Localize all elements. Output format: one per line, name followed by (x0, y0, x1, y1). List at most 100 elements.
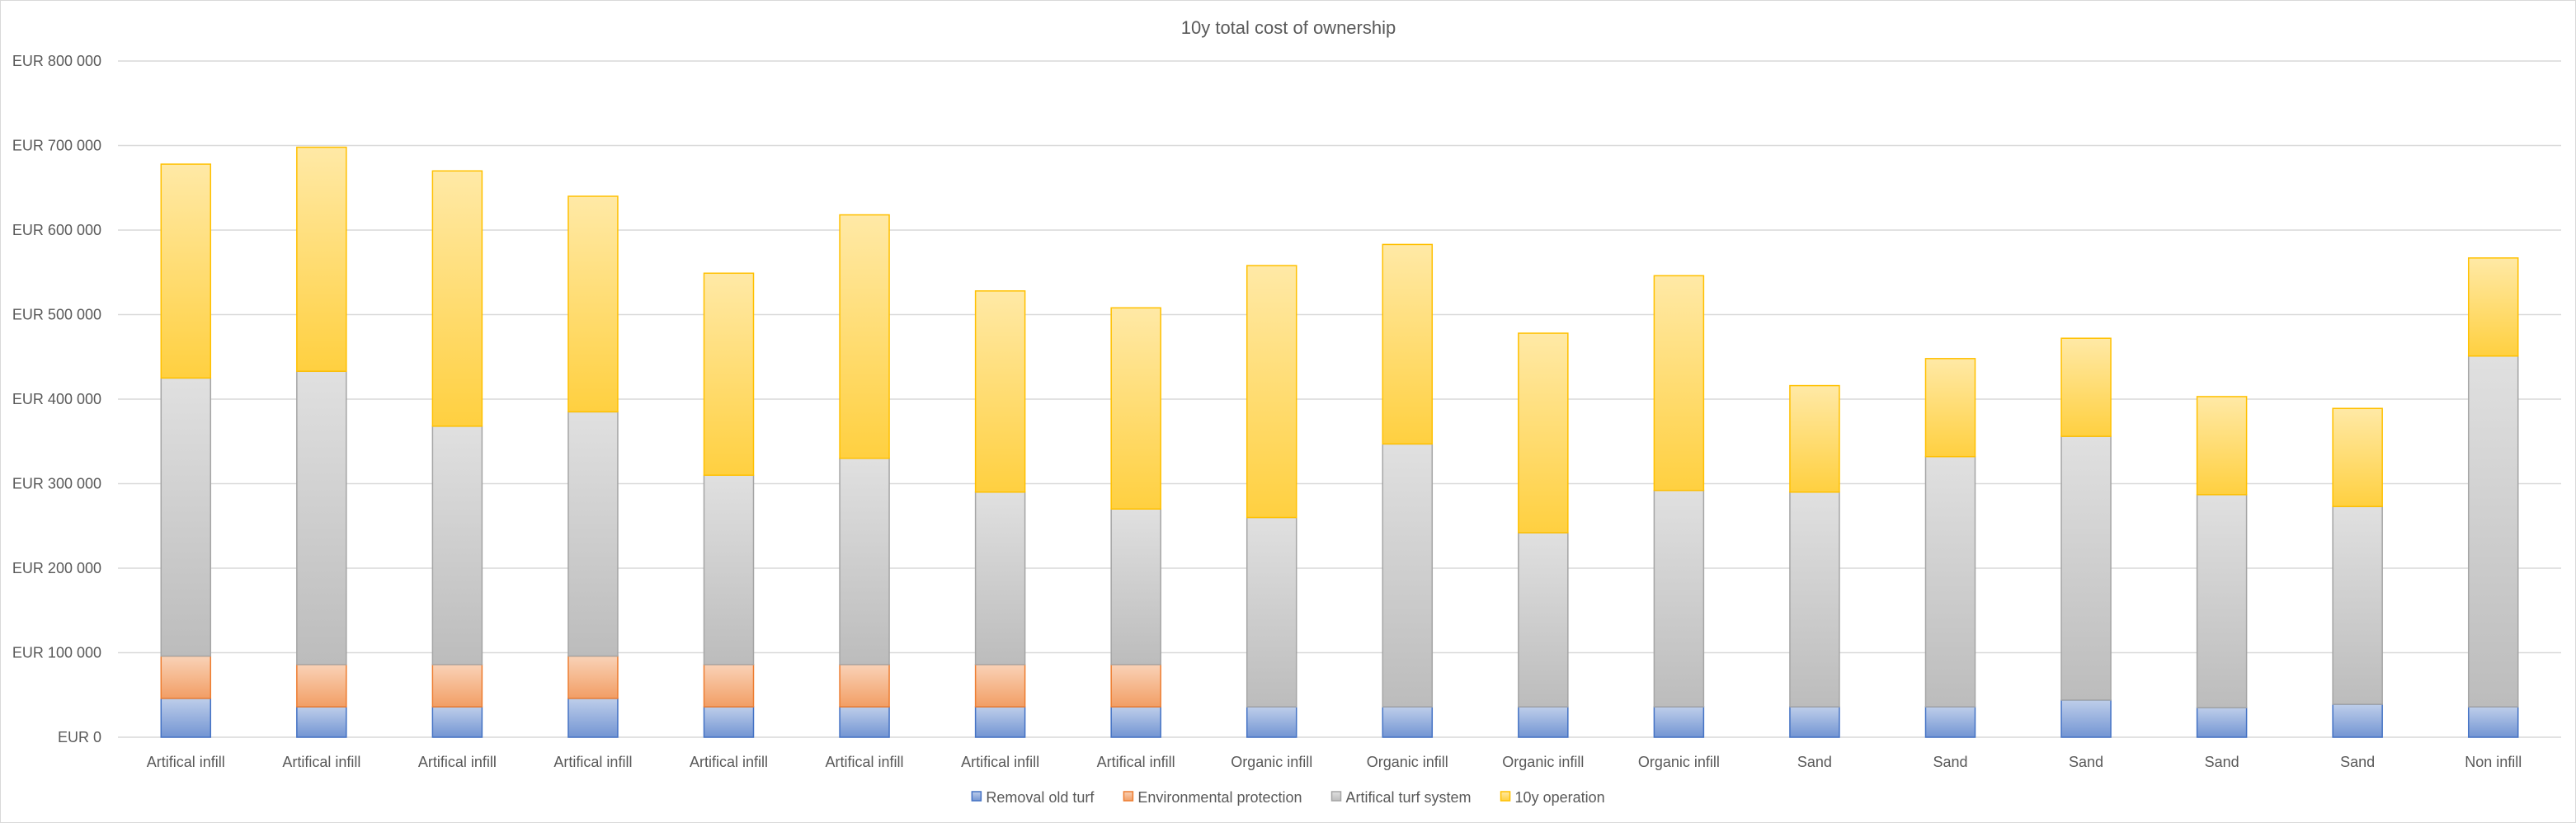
x-tick-label: Artifical infill (1097, 754, 1175, 770)
x-tick-label: Artifical infill (961, 754, 1039, 770)
bar-segment-artifical-turf-system (1653, 489, 1705, 708)
legend-label: Removal old turf (986, 789, 1095, 806)
bar-segment-10y-operation (1110, 307, 1161, 510)
bar-segment-10y-operation (1789, 384, 1840, 493)
bar-segment-10y-operation (1924, 358, 1976, 458)
bar-stack (703, 272, 755, 738)
bar-segment-artifical-turf-system (160, 377, 212, 657)
x-tick-label: Artifical infill (826, 754, 904, 770)
bar-segment-10y-operation (2467, 257, 2519, 357)
bar-segment-artifical-turf-system (2060, 435, 2112, 701)
bar-stack (2196, 396, 2248, 738)
bar-segment-removal-old-turf (2196, 707, 2248, 738)
bar-segment-10y-operation (839, 214, 890, 459)
legend-swatch (971, 791, 982, 802)
bar-segment-removal-old-turf (2467, 706, 2519, 738)
bar-segment-10y-operation (2196, 396, 2248, 496)
bar-segment-10y-operation (567, 195, 619, 413)
legend-label: Environmental protection (1137, 789, 1302, 806)
bar-segment-removal-old-turf (1110, 706, 1161, 738)
bar-stack (1246, 265, 1297, 738)
bar-stack (1653, 275, 1705, 738)
x-tick-label: Organic infill (1502, 754, 1584, 770)
y-tick-label: EUR 800 000 (12, 53, 101, 69)
y-tick-label: EUR 500 000 (12, 307, 101, 323)
bar-stack (431, 170, 483, 738)
bar-segment-artifical-turf-system (567, 411, 619, 657)
bar-stack (2332, 407, 2383, 738)
x-tick-label: Artifical infill (553, 754, 632, 770)
bar-stack (974, 290, 1026, 738)
bar-segment-10y-operation (1518, 332, 1569, 534)
legend-swatch (1123, 791, 1134, 802)
x-tick-label: Artifical infill (690, 754, 768, 770)
bar-segment-removal-old-turf (839, 706, 890, 738)
bar-segment-artifical-turf-system (2196, 494, 2248, 708)
bar-segment-10y-operation (2060, 337, 2112, 437)
bar-segment-environmental-protection (160, 655, 212, 699)
legend: Removal old turf Environmental protection… (971, 789, 1605, 806)
bar-segment-10y-operation (703, 272, 755, 476)
x-tick-label: Artifical infill (418, 754, 497, 770)
bar-stack (1110, 307, 1161, 738)
y-tick-label: EUR 700 000 (12, 138, 101, 154)
bar-segment-10y-operation (2332, 407, 2383, 507)
bar-segment-10y-operation (296, 146, 347, 372)
bar-segment-10y-operation (160, 163, 212, 379)
bar-segment-removal-old-turf (974, 706, 1026, 738)
bar-segment-artifical-turf-system (1246, 516, 1297, 708)
bar-segment-artifical-turf-system (2467, 355, 2519, 708)
y-tick-label: EUR 0 (58, 729, 101, 745)
bar-segment-removal-old-turf (1653, 706, 1705, 738)
y-tick-label: EUR 400 000 (12, 391, 101, 407)
bar-stack (2060, 337, 2112, 738)
bar-segment-artifical-turf-system (1518, 532, 1569, 708)
bar-stack (1924, 358, 1976, 738)
gridlines (118, 60, 2561, 738)
bar-segment-artifical-turf-system (296, 370, 347, 665)
x-tick-label: Sand (2069, 754, 2103, 770)
bar-stack (839, 214, 890, 738)
bar-segment-removal-old-turf (1518, 706, 1569, 738)
bar-segment-environmental-protection (431, 664, 483, 708)
x-tick-label: Sand (2205, 754, 2239, 770)
y-tick-label: EUR 100 000 (12, 645, 101, 661)
bar-stack (296, 146, 347, 738)
bar-segment-10y-operation (974, 290, 1026, 493)
bar-stack (1382, 243, 1434, 738)
bar-segment-removal-old-turf (431, 706, 483, 738)
bar-segment-artifical-turf-system (1789, 491, 1840, 708)
bar-segment-removal-old-turf (160, 698, 212, 738)
bar-segment-artifical-turf-system (839, 458, 890, 665)
x-tick-label: Sand (1797, 754, 1832, 770)
legend-label: 10y operation (1515, 789, 1605, 806)
bar-segment-10y-operation (1653, 275, 1705, 491)
bar-segment-environmental-protection (296, 664, 347, 708)
legend-swatch (1330, 791, 1342, 802)
bar-stack (2467, 257, 2519, 738)
bar-segment-artifical-turf-system (2332, 506, 2383, 705)
bar-segment-10y-operation (1382, 243, 1434, 445)
bar-segment-environmental-protection (567, 655, 619, 699)
bar-stack (160, 163, 212, 738)
legend-label: Artifical turf system (1346, 789, 1472, 806)
bar-segment-removal-old-turf (1924, 706, 1976, 738)
bar-segment-removal-old-turf (567, 698, 619, 738)
x-axis-tick-labels: Artifical infill Artifical infill Artifica… (147, 754, 2522, 770)
bar-segment-removal-old-turf (1246, 706, 1297, 738)
chart-title: 10y total cost of ownership (1181, 17, 1396, 38)
bar-stack (567, 195, 619, 738)
bar-segment-artifical-turf-system (1382, 443, 1434, 708)
bar-segment-environmental-protection (703, 664, 755, 708)
bar-segment-10y-operation (1246, 265, 1297, 519)
bar-segment-10y-operation (431, 170, 483, 427)
legend-swatch (1500, 791, 1511, 802)
bar-segment-removal-old-turf (2060, 699, 2112, 738)
bar-segment-artifical-turf-system (1110, 508, 1161, 665)
bar-stack (1789, 384, 1840, 738)
x-tick-label: Artifical infill (282, 754, 360, 770)
bar-segment-artifical-turf-system (431, 426, 483, 665)
bar-segment-environmental-protection (974, 664, 1026, 708)
